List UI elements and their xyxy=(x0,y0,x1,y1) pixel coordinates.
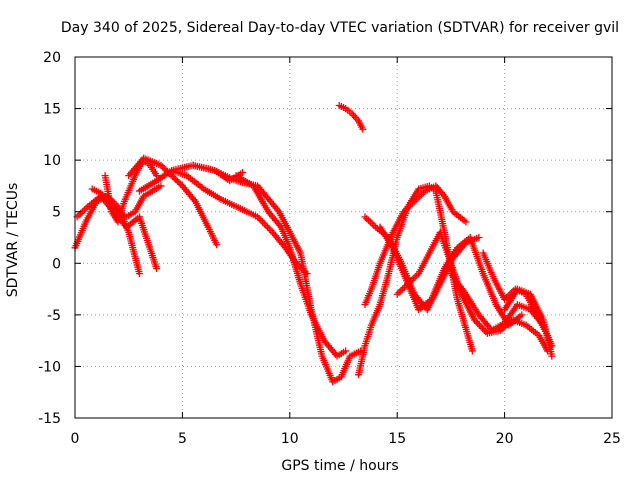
data-point-fill xyxy=(160,164,168,172)
data-point-fill xyxy=(397,287,405,295)
y-tick-label: 0 xyxy=(52,256,61,272)
series-track-17 xyxy=(501,285,556,360)
data-point-fill xyxy=(365,216,373,224)
data-point xyxy=(471,316,479,324)
data-point-fill xyxy=(475,321,483,329)
data-point xyxy=(468,347,476,355)
data-point xyxy=(239,169,247,177)
data-point-fill xyxy=(267,227,275,235)
x-tick-label: 10 xyxy=(281,431,299,447)
data-point-fill xyxy=(159,163,167,171)
data-point-fill xyxy=(260,220,268,228)
y-tick-label: 5 xyxy=(52,205,61,221)
data-point-fill xyxy=(472,318,480,326)
data-point xyxy=(135,270,143,278)
series-track-9 xyxy=(335,101,367,133)
y-tick-label: -10 xyxy=(38,359,61,375)
series-track-18 xyxy=(88,182,165,221)
y-axis-label: SDTVAR / TECUs xyxy=(5,183,21,298)
data-point-fill xyxy=(80,206,88,214)
data-point-fill xyxy=(363,215,371,223)
y-tick-label: 15 xyxy=(43,102,61,118)
data-point-fill xyxy=(259,218,267,226)
y-tick-label: 20 xyxy=(43,50,61,66)
data-point-fill xyxy=(257,216,265,224)
data-point-fill xyxy=(477,323,485,331)
data-point-fill xyxy=(172,176,180,184)
data-points xyxy=(71,101,556,386)
data-point-fill xyxy=(77,209,85,217)
data-point xyxy=(213,241,221,249)
chart-title: Day 340 of 2025, Sidereal Day-to-day VTE… xyxy=(61,20,619,36)
data-point-fill xyxy=(170,174,178,182)
data-point xyxy=(342,347,350,355)
data-point-fill xyxy=(264,223,272,231)
data-point xyxy=(153,264,161,272)
series-track-4 xyxy=(125,154,221,249)
data-point-fill xyxy=(370,221,378,229)
data-point xyxy=(475,234,483,241)
series-track-8 xyxy=(232,172,350,360)
data-point-fill xyxy=(75,211,83,219)
data-point-fill xyxy=(366,218,374,226)
data-point-fill xyxy=(395,289,403,297)
data-point xyxy=(361,213,369,221)
data-point-fill xyxy=(411,273,419,281)
data-point xyxy=(548,352,556,360)
x-tick-label: 5 xyxy=(178,431,187,447)
data-point xyxy=(157,161,165,169)
data-point-fill xyxy=(474,319,482,327)
data-point xyxy=(462,218,470,226)
x-axis-label: GPS time / hours xyxy=(281,458,398,474)
data-point-fill xyxy=(175,179,183,187)
data-point-fill xyxy=(480,326,488,334)
plot-frame xyxy=(74,56,613,419)
data-point-fill xyxy=(265,225,273,233)
data-point-fill xyxy=(168,172,176,180)
series-track-6 xyxy=(168,166,311,278)
data-point-fill xyxy=(479,324,487,332)
x-tick-label: 25 xyxy=(603,431,621,447)
data-point-fill xyxy=(82,204,90,212)
data-point-fill xyxy=(173,177,181,185)
data-point-fill xyxy=(482,328,490,336)
data-point xyxy=(518,311,526,319)
x-tick-label: 15 xyxy=(388,431,406,447)
data-point-fill xyxy=(262,221,270,229)
series-track-13 xyxy=(376,223,526,329)
series-track-7 xyxy=(189,161,365,386)
x-tick-label: 20 xyxy=(496,431,514,447)
x-tick-label: 0 xyxy=(71,431,80,447)
data-point xyxy=(157,182,165,190)
data-point xyxy=(359,125,367,133)
data-point xyxy=(393,290,401,298)
y-tick-label: -5 xyxy=(47,308,61,324)
data-point-fill xyxy=(368,220,376,228)
data-point-fill xyxy=(177,180,185,188)
axes: 0 5 10 15 20 25 -15 -10 -5 0 5 10 15 20 xyxy=(38,50,621,447)
data-point-fill xyxy=(399,285,407,293)
y-tick-label: 10 xyxy=(43,153,61,169)
y-tick-label: -15 xyxy=(38,411,61,427)
